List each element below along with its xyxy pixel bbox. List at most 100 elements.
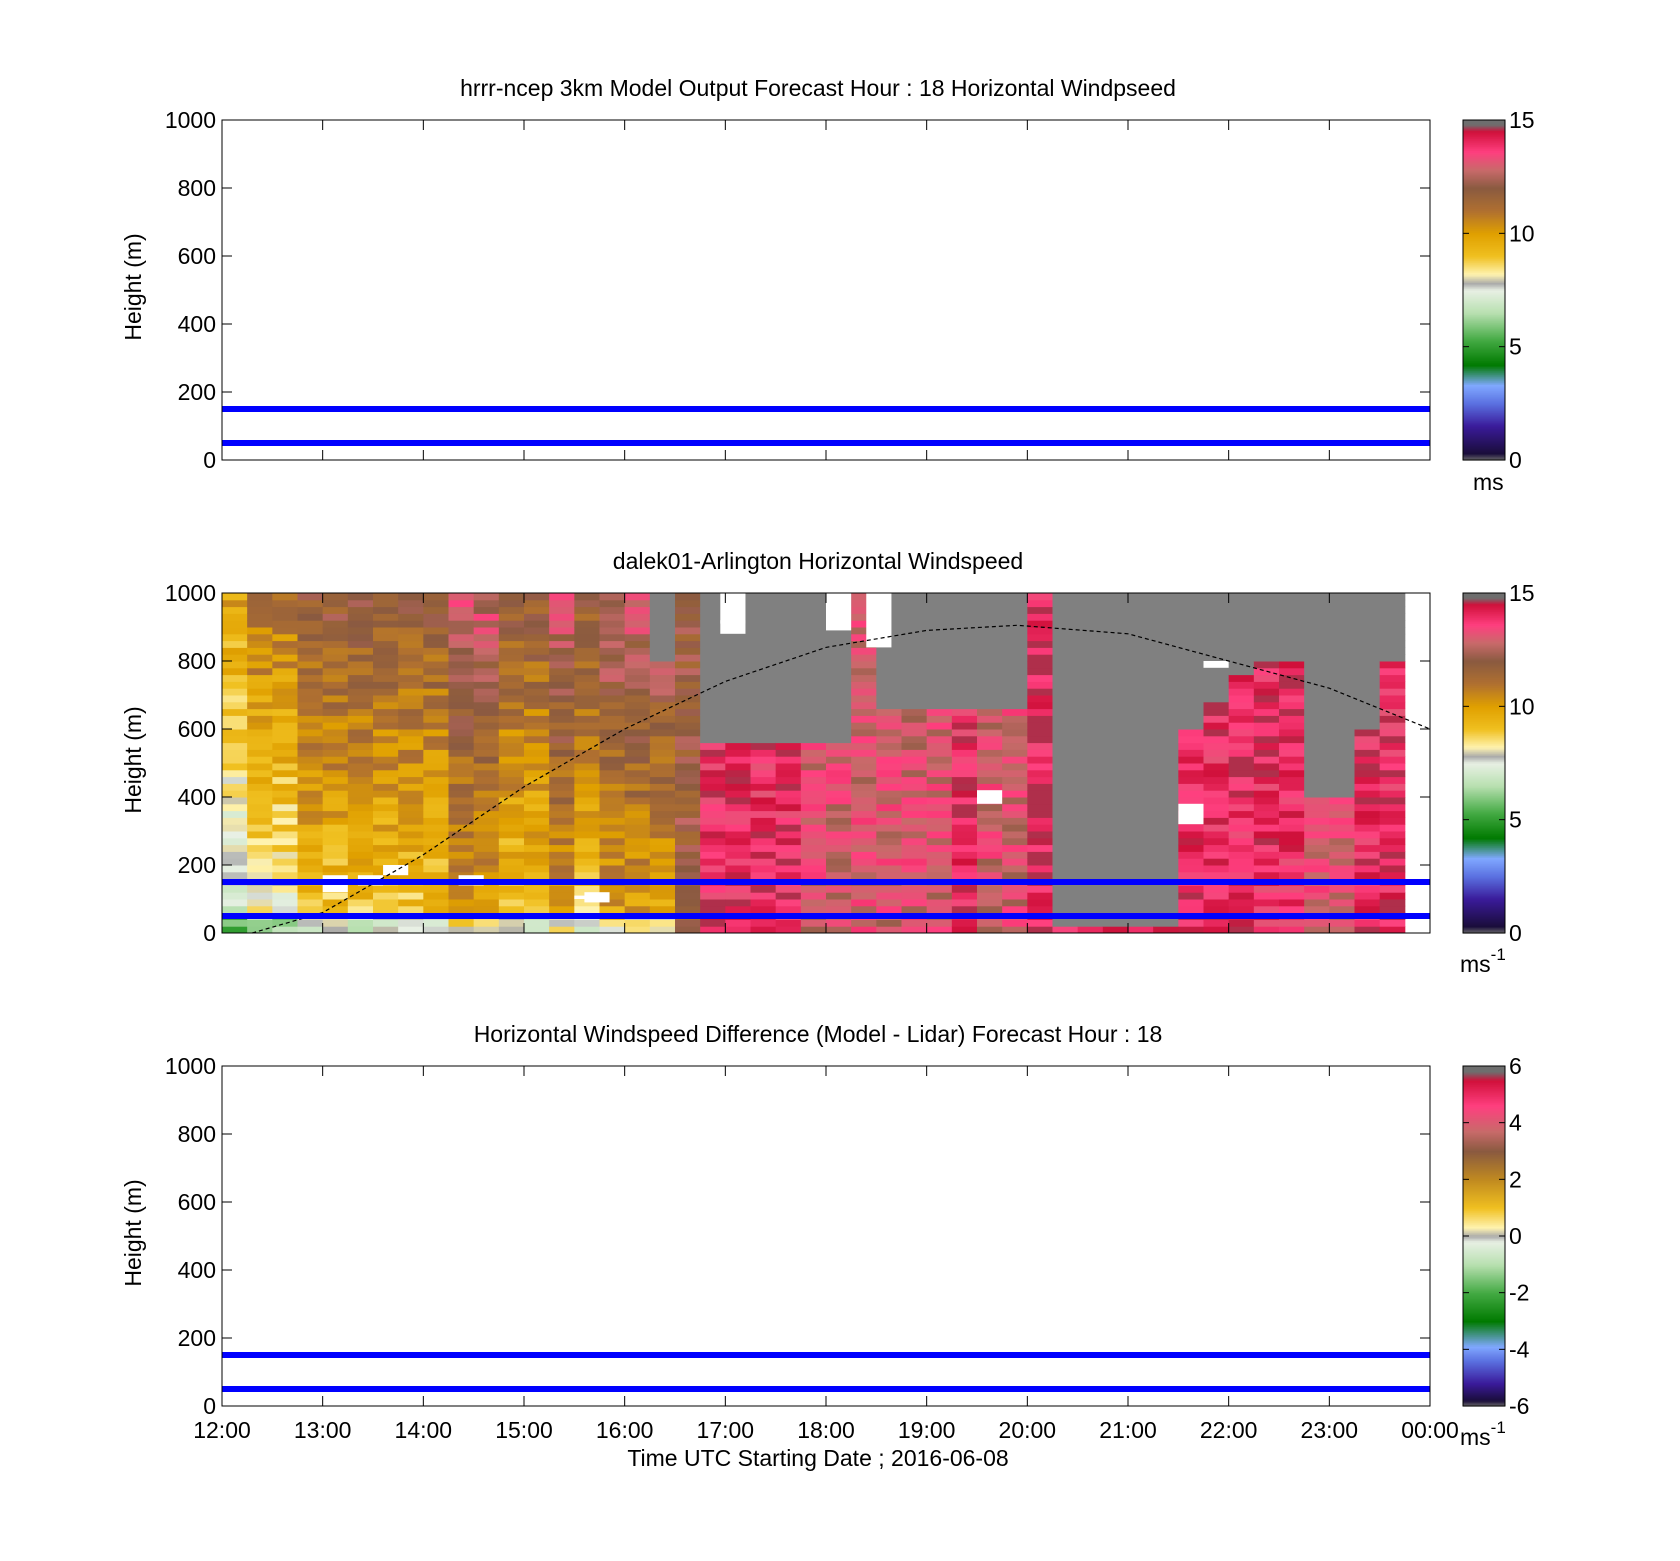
no-data-cell (1077, 817, 1104, 825)
colorbar-segment (1463, 430, 1505, 433)
heatmap-cell (826, 790, 852, 798)
no-data-cell (1354, 701, 1381, 710)
heatmap-cell (222, 817, 248, 825)
heatmap-cell (347, 865, 374, 873)
no-data-cell (901, 640, 928, 648)
heatmap-cell (423, 599, 449, 608)
no-data-cell (1178, 593, 1204, 601)
colorbar-segment (1463, 138, 1505, 141)
colorbar-segment (1463, 334, 1505, 337)
colorbar-tick-label: 0 (1509, 920, 1522, 946)
heatmap-cell (675, 620, 701, 628)
colorbar-segment (1463, 1248, 1505, 1251)
heatmap-cell (272, 763, 298, 771)
no-data-cell (750, 661, 777, 669)
heatmap-cell (1027, 810, 1053, 818)
heatmap-cell (1027, 661, 1053, 669)
no-data-cell (1052, 722, 1079, 730)
no-data-cell (1077, 735, 1104, 744)
colorbar-segment (1463, 220, 1505, 223)
no-data-cell (700, 613, 726, 621)
no-data-cell (826, 729, 852, 737)
heatmap-cell (599, 640, 626, 648)
no-data-cell (1379, 647, 1406, 655)
heatmap-cell (247, 749, 273, 757)
colorbar-segment (1463, 1304, 1505, 1307)
heatmap-cell (448, 606, 475, 614)
no-data-cell (800, 708, 827, 716)
heatmap-cell (524, 674, 550, 682)
heatmap-cell (498, 865, 525, 873)
heatmap-cell (524, 885, 550, 893)
heatmap-cell (498, 633, 525, 642)
no-data-cell (1153, 674, 1179, 682)
colorbar-segment (1463, 1360, 1505, 1363)
heatmap-cell (373, 844, 399, 852)
heatmap-cell (398, 905, 424, 914)
heatmap-cell (1253, 892, 1280, 900)
heatmap-cell (222, 715, 248, 723)
heatmap-cell (222, 776, 248, 784)
heatmap-cell (624, 695, 651, 703)
heatmap-cell (851, 593, 877, 601)
no-data-cell (775, 667, 802, 676)
heatmap-cell (800, 837, 827, 846)
heatmap-cell (574, 654, 600, 662)
no-data-cell (649, 627, 676, 635)
heatmap-cell (473, 647, 500, 655)
heatmap-cell (247, 695, 273, 703)
colorbar-segment (1463, 819, 1505, 822)
heatmap-cell (977, 885, 1003, 893)
colorbar-segment (1463, 637, 1505, 640)
heatmap-cell (951, 742, 978, 750)
no-data-cell (649, 647, 676, 655)
no-data-cell (1077, 899, 1104, 907)
heatmap-cell (272, 899, 298, 907)
no-data-cell (775, 729, 802, 737)
no-data-cell (1002, 661, 1028, 669)
colorbar-segment (1463, 1154, 1505, 1157)
no-data-cell (1304, 735, 1330, 744)
heatmap-cell (1253, 749, 1280, 757)
no-data-cell (1002, 613, 1028, 621)
heatmap-cell (1178, 919, 1204, 927)
heatmap-cell (297, 810, 324, 818)
no-data-cell (901, 620, 928, 628)
heatmap-cell (549, 695, 575, 703)
heatmap-cell (649, 810, 676, 818)
heatmap-cell (1002, 715, 1028, 723)
heatmap-cell (624, 654, 651, 662)
no-data-cell (1052, 871, 1079, 880)
no-data-cell (1102, 708, 1129, 716)
no-data-cell (951, 701, 978, 710)
colorbar-segment (1463, 418, 1505, 421)
x-tick-label: 23:00 (1301, 1417, 1359, 1443)
heatmap-cell (272, 593, 298, 601)
heatmap-cell (1253, 844, 1280, 852)
heatmap-cell (222, 837, 248, 846)
heatmap-cell (599, 797, 626, 805)
no-data-cell (1329, 695, 1355, 703)
colorbar-segment (1463, 166, 1505, 169)
colorbar-segment (1463, 1132, 1505, 1135)
no-data-cell (1102, 790, 1129, 798)
heatmap-cell (1027, 905, 1053, 914)
heatmap-cell (473, 899, 500, 907)
heatmap-cell (473, 667, 500, 676)
no-data-cell (750, 735, 777, 744)
plot-background (222, 1066, 1430, 1406)
heatmap-cell (322, 919, 349, 927)
colorbar-segment (1463, 352, 1505, 355)
heatmap-cell (977, 919, 1003, 927)
no-data-cell (1128, 837, 1154, 846)
heatmap-cell (448, 803, 475, 812)
heatmap-cell (272, 837, 298, 846)
heatmap-cell (297, 844, 324, 852)
heatmap-cell (800, 831, 827, 839)
heatmap-cell (524, 926, 550, 934)
colorbar-segment (1463, 1144, 1505, 1147)
heatmap-cell (1329, 851, 1355, 859)
no-data-cell (977, 613, 1003, 621)
heatmap-cell (272, 885, 298, 893)
